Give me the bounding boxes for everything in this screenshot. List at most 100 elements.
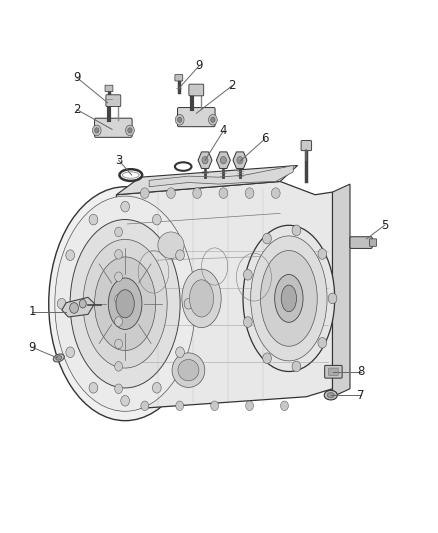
Circle shape [176,250,184,261]
Circle shape [115,339,123,349]
Ellipse shape [327,392,334,398]
Polygon shape [62,297,95,317]
Text: 9: 9 [28,341,36,354]
Circle shape [318,249,327,259]
Circle shape [292,225,301,236]
Text: 1: 1 [28,305,36,318]
Circle shape [141,188,149,198]
Circle shape [220,157,226,164]
Circle shape [318,337,327,348]
Circle shape [208,115,217,125]
Circle shape [272,188,280,198]
Circle shape [166,188,175,198]
Circle shape [211,117,215,123]
FancyBboxPatch shape [95,118,132,138]
Ellipse shape [56,356,62,360]
Circle shape [121,201,130,212]
Ellipse shape [251,236,327,361]
Text: 2: 2 [73,103,81,116]
Circle shape [184,298,193,309]
Polygon shape [198,152,212,168]
Circle shape [211,401,219,410]
Polygon shape [332,184,350,397]
Circle shape [244,270,252,280]
Circle shape [263,233,272,244]
Text: 9: 9 [73,71,81,84]
Ellipse shape [172,353,205,387]
Circle shape [152,214,161,225]
Ellipse shape [95,257,155,351]
Ellipse shape [49,187,201,421]
Text: 6: 6 [261,132,268,146]
Text: 2: 2 [228,79,236,92]
Ellipse shape [182,269,221,328]
FancyBboxPatch shape [175,75,183,81]
Circle shape [89,214,98,225]
Ellipse shape [178,360,199,381]
Ellipse shape [108,278,142,329]
Circle shape [176,347,184,358]
FancyBboxPatch shape [370,239,377,246]
FancyBboxPatch shape [325,366,342,378]
FancyBboxPatch shape [189,84,204,96]
Circle shape [219,188,228,198]
Text: 5: 5 [381,219,389,231]
Circle shape [115,317,123,326]
Circle shape [57,298,66,309]
Circle shape [177,117,182,123]
Circle shape [95,128,99,133]
Circle shape [292,361,301,372]
Circle shape [115,227,123,237]
Circle shape [115,294,123,304]
Circle shape [89,383,98,393]
Circle shape [244,317,252,327]
Polygon shape [149,165,293,187]
Circle shape [246,401,254,410]
Circle shape [328,293,337,304]
Circle shape [237,157,243,164]
Ellipse shape [190,280,214,317]
Circle shape [245,188,254,198]
Ellipse shape [53,354,64,362]
Text: 4: 4 [219,124,227,138]
Circle shape [202,157,208,164]
Text: 7: 7 [357,389,365,402]
Ellipse shape [70,220,180,388]
Text: 8: 8 [357,365,364,378]
Circle shape [152,383,161,393]
Circle shape [281,401,288,410]
Circle shape [115,272,123,281]
FancyBboxPatch shape [106,95,121,107]
Text: 3: 3 [115,154,122,167]
Circle shape [79,300,86,308]
Circle shape [115,384,123,393]
Polygon shape [216,152,230,168]
Circle shape [263,353,272,364]
Ellipse shape [83,239,167,368]
Polygon shape [117,181,332,410]
FancyBboxPatch shape [177,108,215,127]
Ellipse shape [158,232,184,259]
Circle shape [126,125,134,136]
FancyBboxPatch shape [350,237,372,248]
Circle shape [175,115,184,125]
Ellipse shape [55,196,195,411]
Ellipse shape [243,225,335,372]
Ellipse shape [281,285,297,312]
FancyBboxPatch shape [328,368,338,375]
Circle shape [176,401,184,410]
FancyBboxPatch shape [105,85,113,92]
Circle shape [66,347,74,358]
Circle shape [115,249,123,259]
Ellipse shape [261,251,317,346]
Ellipse shape [275,274,303,322]
Polygon shape [233,152,247,168]
FancyBboxPatch shape [301,141,311,151]
Circle shape [128,128,132,133]
Circle shape [141,401,149,410]
Polygon shape [117,165,297,195]
Circle shape [115,361,123,371]
Ellipse shape [116,289,134,318]
Text: 9: 9 [196,59,203,72]
Circle shape [70,303,78,313]
